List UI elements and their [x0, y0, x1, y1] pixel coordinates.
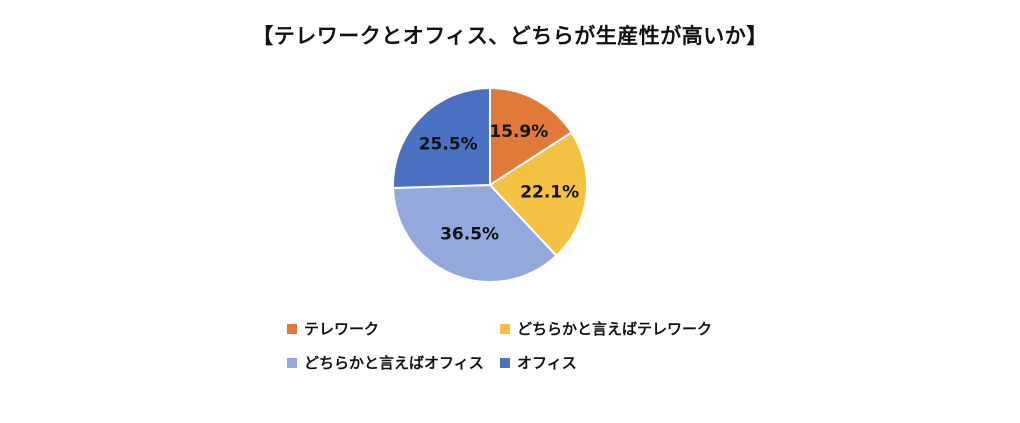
legend-label-rather-telework: どちらかと言えばテレワーク — [517, 320, 713, 338]
legend-label-office: オフィス — [517, 354, 577, 372]
legend-swatch-telework — [287, 323, 297, 334]
legend-swatch-rather-telework — [500, 323, 510, 334]
pie-label-rather-telework: 22.1% — [520, 182, 579, 202]
pie-label-office: 25.5% — [419, 134, 478, 154]
pie-label-telework: 15.9% — [489, 122, 548, 142]
legend-item-rather-telework: どちらかと言えばテレワーク — [500, 318, 712, 339]
pie-slice-rather-office — [392, 183, 558, 283]
pie-slice-telework — [489, 86, 573, 187]
chart-title: 【テレワークとオフィス、どちらが生産性が高いか】 — [252, 24, 768, 48]
pie-slice-rather-telework — [488, 131, 588, 258]
pie-chart: 15.9% 22.1% 36.5% 25.5% — [392, 86, 588, 283]
pie-slice-office — [392, 86, 491, 190]
legend-item-telework: テレワーク — [287, 318, 379, 339]
legend-swatch-office — [500, 357, 510, 368]
pie-label-rather-office: 36.5% — [440, 224, 499, 244]
legend-label-telework: テレワーク — [304, 320, 380, 338]
legend-label-rather-office: どちらかと言えばオフィス — [304, 354, 484, 372]
legend-item-rather-office: どちらかと言えばオフィス — [287, 352, 484, 373]
legend-swatch-rather-office — [287, 357, 297, 368]
legend-item-office: オフィス — [500, 352, 577, 373]
